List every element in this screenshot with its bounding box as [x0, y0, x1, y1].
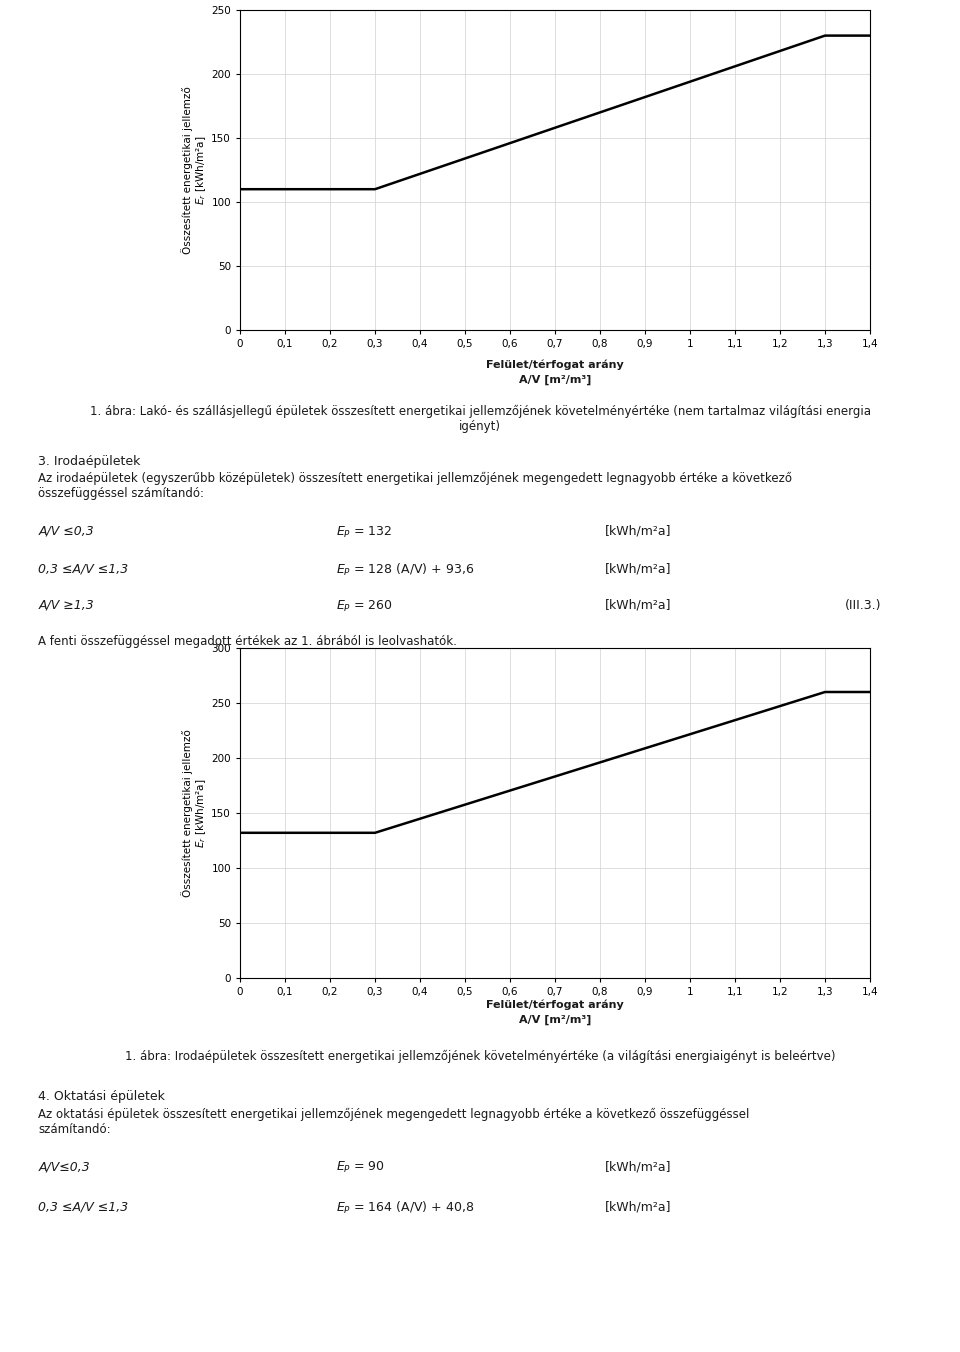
- Text: 3. Irodaépületek: 3. Irodaépületek: [38, 456, 141, 468]
- Text: $E_P$ = 260: $E_P$ = 260: [336, 599, 393, 614]
- Text: 1. ábra: Lakó- és szállásjellegű épületek összesített energetikai jellemzőjének : 1. ábra: Lakó- és szállásjellegű épülete…: [89, 406, 871, 433]
- Text: A/V ≤0,3: A/V ≤0,3: [38, 525, 94, 538]
- Y-axis label: Összesített energetikai jellemző
$E_r$ [kWh/m²a]: Összesített energetikai jellemző $E_r$ […: [180, 729, 208, 896]
- Text: Felület/térfogat arány: Felület/térfogat arány: [486, 360, 624, 370]
- Text: A/V [m²/m³]: A/V [m²/m³]: [518, 1015, 591, 1025]
- Text: $E_P$ = 132: $E_P$ = 132: [336, 525, 393, 539]
- Text: [kWh/m²a]: [kWh/m²a]: [605, 562, 671, 575]
- Text: 1. ábra: Irodaépületek összesített energetikai jellemzőjének követelményértéke (: 1. ábra: Irodaépületek összesített energ…: [125, 1051, 835, 1063]
- Text: A/V [m²/m³]: A/V [m²/m³]: [518, 375, 591, 385]
- Text: Az irodaépületek (egyszerűbb középületek) összesített energetikai jellemzőjének : Az irodaépületek (egyszerűbb középületek…: [38, 472, 792, 500]
- Text: 0,3 ≤A/V ≤1,3: 0,3 ≤A/V ≤1,3: [38, 562, 129, 575]
- Text: [kWh/m²a]: [kWh/m²a]: [605, 599, 671, 612]
- Text: (III.3.): (III.3.): [845, 599, 881, 612]
- Text: A/V≤0,3: A/V≤0,3: [38, 1160, 90, 1174]
- Text: [kWh/m²a]: [kWh/m²a]: [605, 1201, 671, 1213]
- Text: [kWh/m²a]: [kWh/m²a]: [605, 525, 671, 538]
- Text: A fenti összefüggéssel megadott értékek az 1. ábrából is leolvashatók.: A fenti összefüggéssel megadott értékek …: [38, 635, 457, 648]
- Text: [kWh/m²a]: [kWh/m²a]: [605, 1160, 671, 1174]
- Text: 0,3 ≤A/V ≤1,3: 0,3 ≤A/V ≤1,3: [38, 1201, 129, 1213]
- Text: A/V ≥1,3: A/V ≥1,3: [38, 599, 94, 612]
- Text: Az oktatási épületek összesített energetikai jellemzőjének megengedett legnagyob: Az oktatási épületek összesített energet…: [38, 1109, 750, 1136]
- Y-axis label: Összesített energetikai jellemző
$E_r$ [kWh/m²a]: Összesített energetikai jellemző $E_r$ […: [180, 87, 208, 254]
- Text: $E_P$ = 128 (A/V) + 93,6: $E_P$ = 128 (A/V) + 93,6: [336, 562, 474, 579]
- Text: $E_P$ = 90: $E_P$ = 90: [336, 1160, 385, 1175]
- Text: 4. Oktatási épületek: 4. Oktatási épületek: [38, 1090, 165, 1103]
- Text: Felület/térfogat arány: Felület/térfogat arány: [486, 1000, 624, 1010]
- Text: $E_P$ = 164 (A/V) + 40,8: $E_P$ = 164 (A/V) + 40,8: [336, 1201, 474, 1215]
